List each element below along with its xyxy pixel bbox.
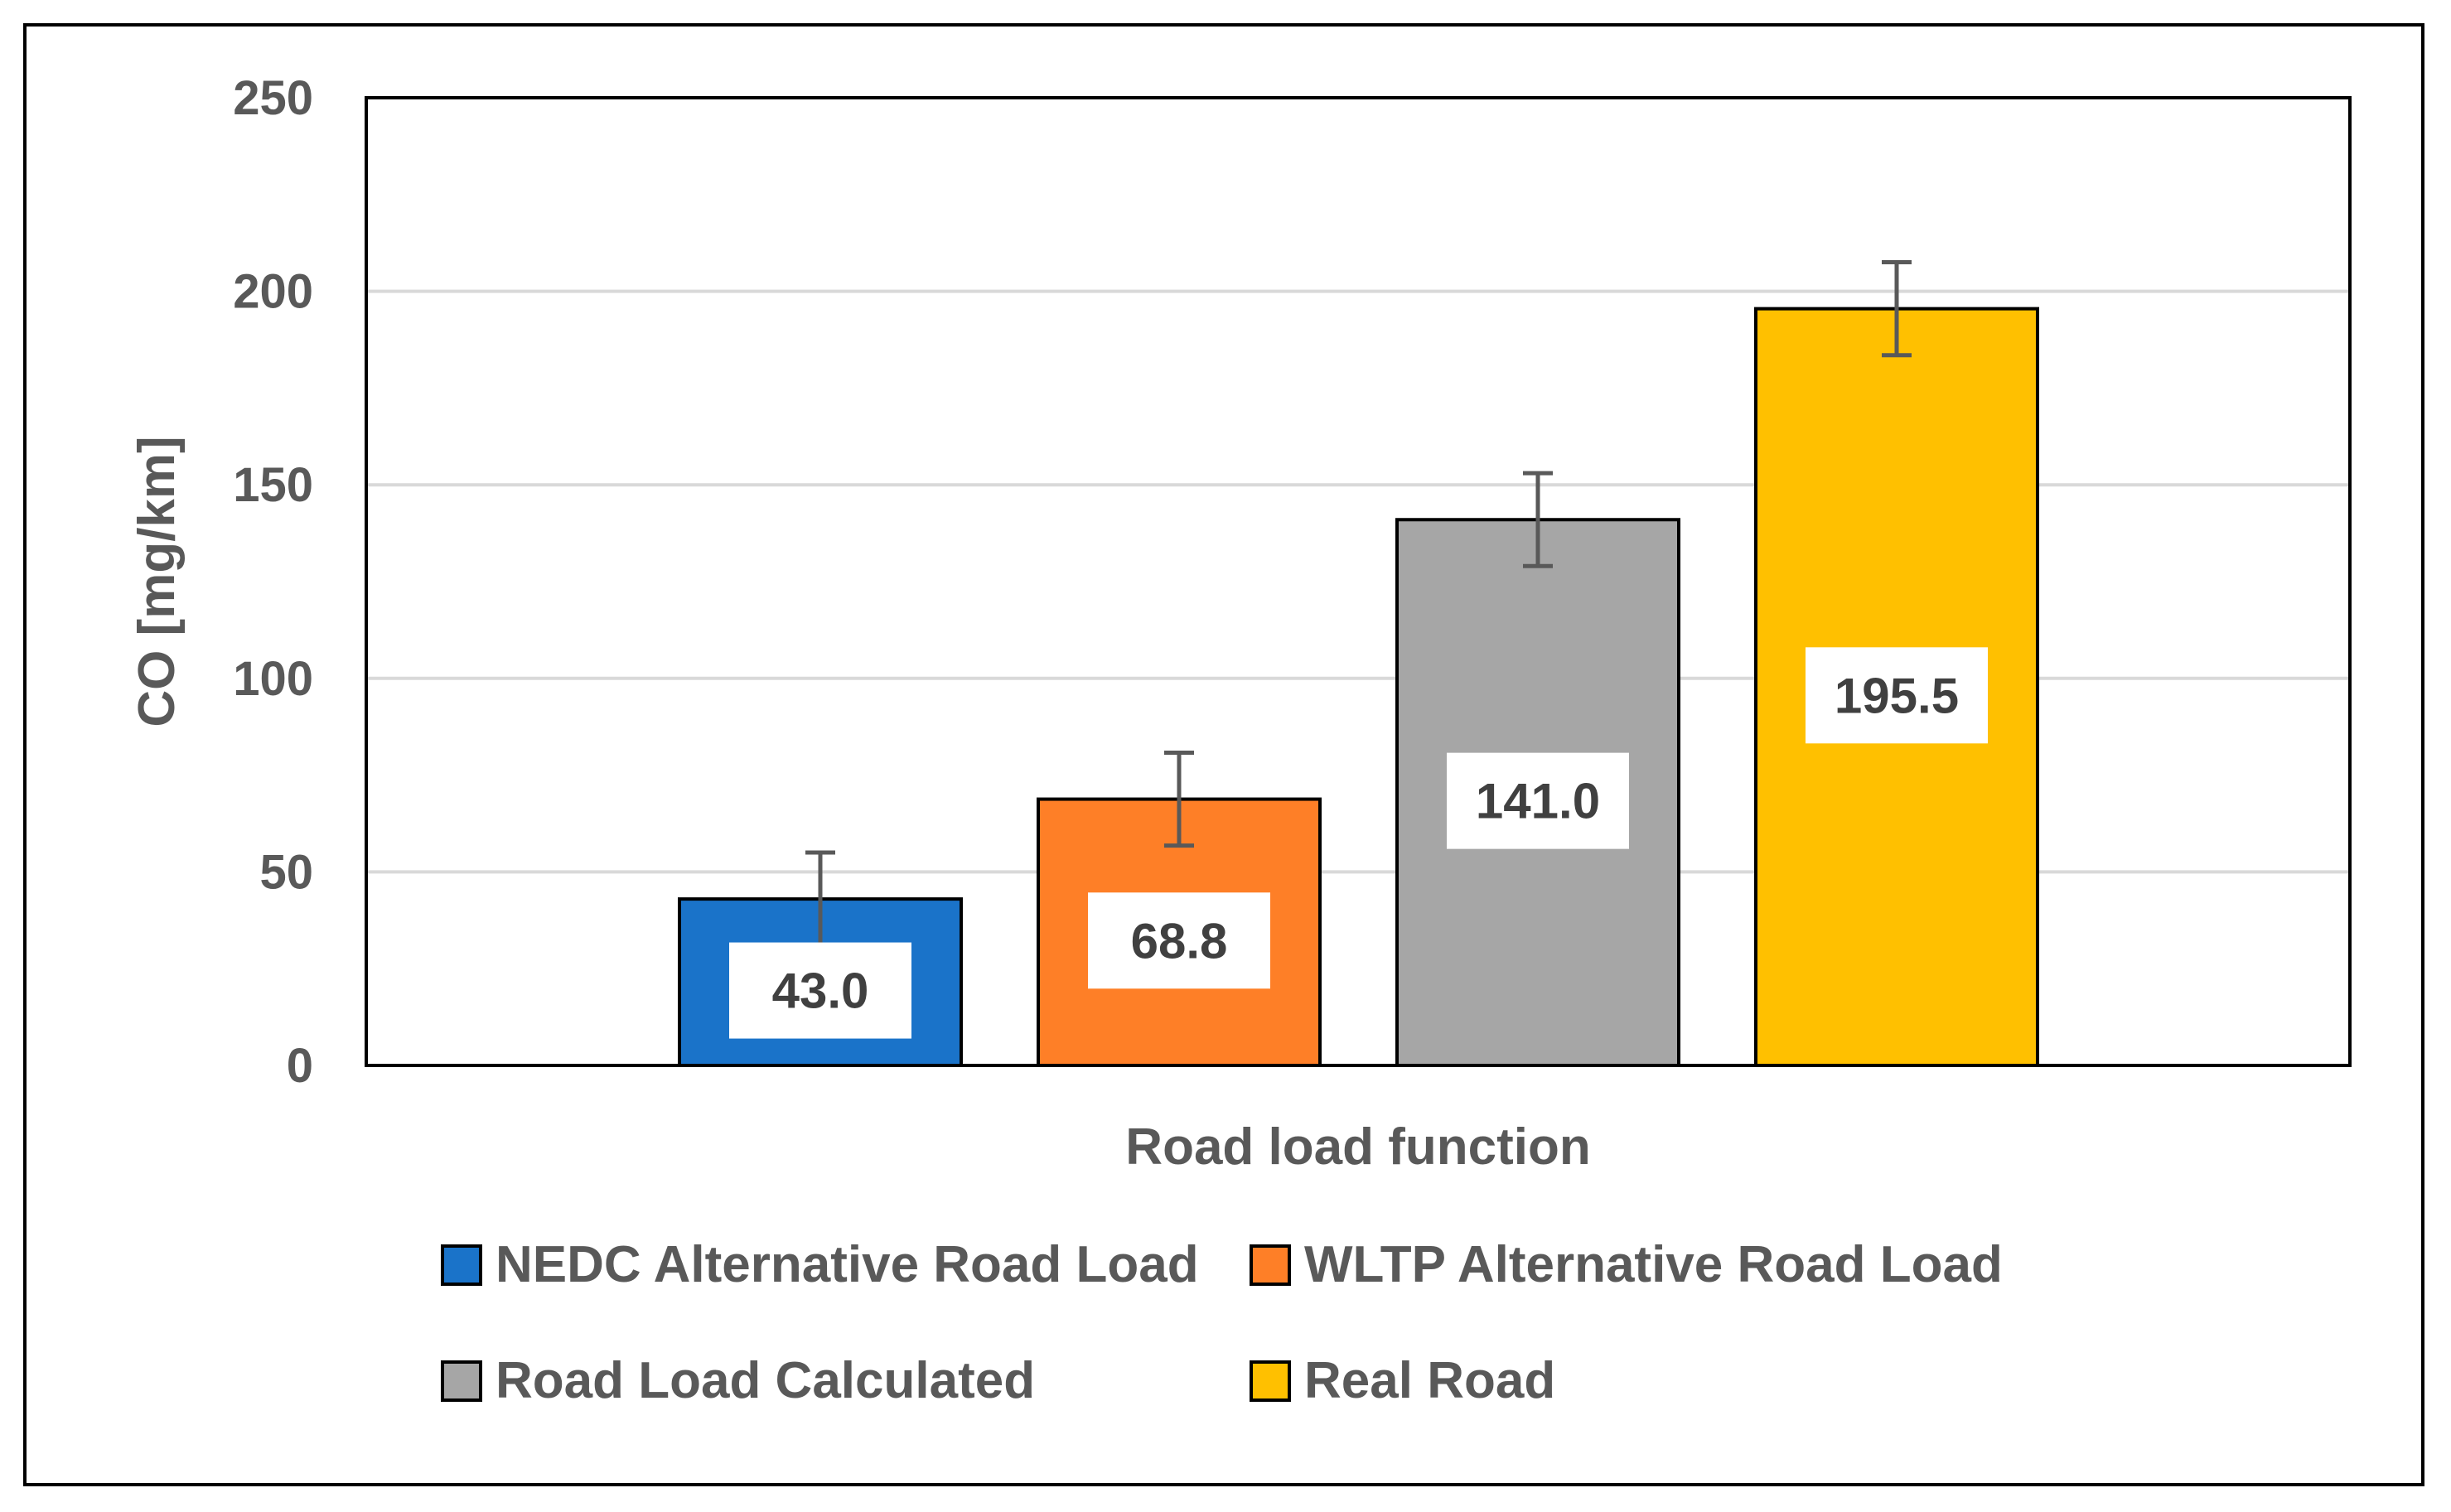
data-label: 195.5 xyxy=(1835,668,1959,723)
y-tick-label: 0 xyxy=(287,1039,313,1093)
legend-swatch xyxy=(441,1244,482,1286)
data-label: 43.0 xyxy=(772,964,869,1019)
chart-frame xyxy=(23,23,2424,1486)
legend-label: Real Road xyxy=(1304,1352,1555,1409)
y-tick-label: 100 xyxy=(233,652,313,706)
legend-swatch xyxy=(1250,1360,1291,1402)
legend-label: Road Load Calculated xyxy=(496,1352,1035,1409)
legend-label: NEDC Alternative Road Load xyxy=(496,1236,1199,1293)
data-label: 68.8 xyxy=(1131,913,1228,969)
legend-swatch xyxy=(1250,1244,1291,1286)
gridlines xyxy=(366,289,2350,874)
y-tick-label: 50 xyxy=(259,845,313,899)
y-tick-label: 250 xyxy=(233,71,313,125)
y-tick-label: 200 xyxy=(233,265,313,319)
y-tick-label: 150 xyxy=(233,458,313,512)
data-label-box xyxy=(1806,647,1988,744)
data-label: 141.0 xyxy=(1476,774,1600,829)
legend-label: WLTP Alternative Road Load xyxy=(1304,1236,2003,1293)
x-axis-title: Road load function xyxy=(1125,1118,1590,1176)
data-label-box xyxy=(1447,752,1629,849)
y-axis-title: CO [mg/km] xyxy=(128,436,186,727)
data-label-box xyxy=(1088,892,1270,989)
legend-swatch xyxy=(441,1360,482,1402)
data-label-box xyxy=(729,942,911,1039)
data-labels: 43.0 68.8 141.0 195.5 xyxy=(729,647,1988,1039)
plot-area-border xyxy=(365,96,2352,1067)
error-bars xyxy=(805,260,1912,948)
y-axis-ticks: 0 50 100 150 200 250 xyxy=(233,71,313,1093)
legend: NEDC Alternative Road Load WLTP Alternati… xyxy=(441,1236,2003,1409)
